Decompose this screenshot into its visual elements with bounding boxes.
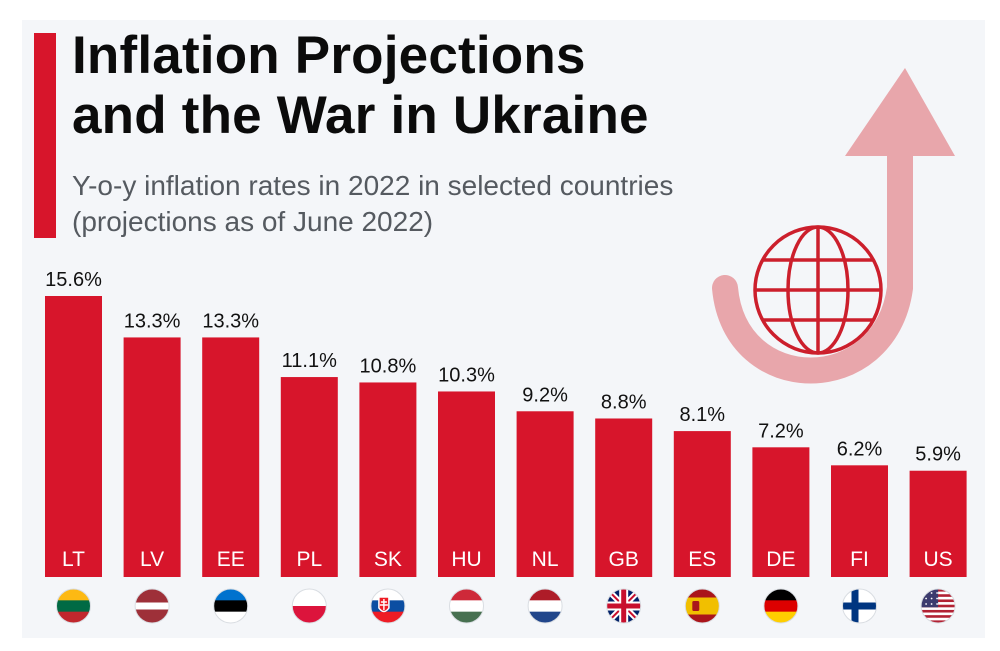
- value-label-lt: 15.6%: [45, 269, 102, 291]
- globe-with-rising-arrow-icon: [712, 68, 955, 384]
- value-label-lv: 13.3%: [124, 310, 181, 332]
- hungary-flag-icon: [449, 588, 484, 624]
- title-line-1: Inflation Projections: [72, 26, 586, 85]
- category-label-de: DE: [766, 548, 795, 571]
- value-label-es: 8.1%: [680, 404, 726, 426]
- value-label-us: 5.9%: [915, 444, 961, 466]
- bar-gb: [595, 418, 653, 577]
- value-label-gb: 8.8%: [601, 391, 647, 413]
- value-label-pl: 11.1%: [282, 350, 337, 372]
- usa-flag-icon: [920, 588, 956, 624]
- estonia-flag-icon: [213, 588, 249, 624]
- bar-nl: [516, 411, 574, 577]
- category-label-hu: HU: [451, 548, 481, 571]
- value-label-fi: 6.2%: [837, 438, 883, 460]
- spain-flag-icon: [684, 588, 720, 624]
- subtitle-line-2: (projections as of June 2022): [72, 206, 434, 237]
- rising-arrow-icon: [712, 68, 955, 384]
- subtitle-line-1: Y-o-y inflation rates in 2022 in selecte…: [72, 170, 674, 201]
- finland-flag-icon: [842, 588, 877, 624]
- category-label-ee: EE: [217, 548, 245, 571]
- flags-layer: [56, 588, 956, 624]
- bar-lt: [45, 296, 102, 577]
- category-label-lt: LT: [62, 548, 85, 571]
- category-label-fi: FI: [850, 548, 869, 571]
- chart-subtitle: Y-o-y inflation rates in 2022 in selecte…: [72, 168, 832, 240]
- latvia-flag-icon: [134, 588, 170, 624]
- value-label-de: 7.2%: [758, 420, 804, 442]
- category-label-es: ES: [688, 548, 716, 571]
- poland-flag-icon: [291, 588, 327, 624]
- lithuania-flag-icon: [56, 588, 91, 624]
- bars-layer: 15.6% LT 13.3% LV 13.3% EE 11.1% PL 10.8% SK 10.3%…: [45, 269, 967, 577]
- slovakia-flag-icon: [370, 588, 406, 624]
- accent-bar: [34, 33, 56, 238]
- netherlands-flag-icon: [527, 588, 563, 624]
- bar-de: [752, 447, 810, 577]
- category-label-lv: LV: [140, 548, 164, 571]
- uk-flag-icon: [606, 588, 642, 624]
- bar-ee: [202, 337, 260, 577]
- category-label-sk: SK: [374, 548, 402, 571]
- value-label-hu: 10.3%: [438, 364, 495, 386]
- title-line-2: and the War in Ukraine: [72, 86, 649, 145]
- value-label-ee: 13.3%: [202, 310, 259, 332]
- bar-sk: [359, 382, 417, 577]
- category-label-us: US: [924, 548, 953, 571]
- germany-flag-icon: [763, 588, 799, 624]
- chart-card: [22, 20, 985, 638]
- value-label-sk: 10.8%: [360, 355, 417, 377]
- category-label-nl: NL: [532, 548, 559, 571]
- category-label-gb: GB: [609, 548, 639, 571]
- category-label-pl: PL: [296, 548, 322, 571]
- bar-fi: [831, 465, 888, 577]
- bar-lv: [123, 337, 181, 577]
- value-label-nl: 9.2%: [522, 384, 568, 406]
- bar-es: [673, 431, 731, 577]
- bar-hu: [438, 391, 495, 577]
- globe-icon: [753, 225, 883, 355]
- chart-title: Inflation Projections and the War in Ukr…: [72, 26, 792, 146]
- bar-us: [909, 470, 967, 577]
- bar-pl: [280, 377, 338, 577]
